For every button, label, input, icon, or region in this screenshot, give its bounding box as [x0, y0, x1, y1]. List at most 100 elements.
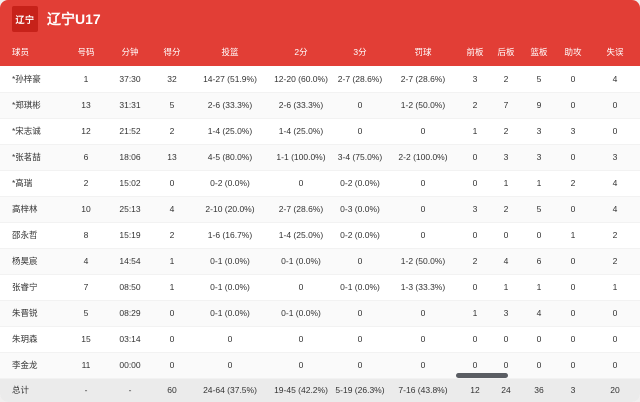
table-row: *高瑞 2 15:02 0 0-2 (0.0%) 0 0-2 (0.0%) 0 0 1 1 2 4	[0, 170, 640, 197]
player-rows: *孙梓豪 1 37:30 32 14-27 (51.9%) 12-20 (60.0%) 2-…	[0, 66, 640, 379]
stat-cell: 2	[490, 118, 522, 145]
column-header: 分钟	[108, 38, 152, 66]
stat-cell: 8	[64, 222, 108, 249]
stat-cell: 0	[386, 196, 460, 223]
stat-cell: 00:00	[108, 352, 152, 379]
stat-cell: 0	[268, 352, 334, 379]
stat-cell: 4	[522, 300, 556, 327]
stat-cell: 2-2 (100.0%)	[386, 144, 460, 171]
stat-cell: 1-1 (100.0%)	[268, 144, 334, 171]
stat-cell: 13	[152, 144, 192, 171]
stat-cell: 3	[590, 144, 640, 171]
player-name-cell: 总计	[0, 378, 64, 402]
stat-cell: 0-2 (0.0%)	[334, 170, 386, 197]
table-row: 张睿宁 7 08:50 1 0-1 (0.0%) 0 0-1 (0.0%) 1-3 (33.3…	[0, 274, 640, 301]
stat-cell: 4	[590, 196, 640, 223]
stat-cell: 1-4 (25.0%)	[192, 118, 268, 145]
stat-cell: 08:50	[108, 274, 152, 301]
player-name-cell: *郑琪彬	[0, 92, 64, 119]
stat-cell: 0	[268, 326, 334, 353]
player-name-cell: 杨昊宸	[0, 248, 64, 275]
stat-cell: 1	[490, 170, 522, 197]
stat-cell: 0-1 (0.0%)	[192, 248, 268, 275]
stat-cell: 3	[556, 118, 590, 145]
stat-cell: 14-27 (51.9%)	[192, 66, 268, 93]
player-stats-table: 球员 号码 分钟 得分 投篮 2分 3分 罚球 前板 后板 篮板 助攻 失误 *孙梓豪 1 37:30 32 1…	[0, 38, 640, 402]
stat-cell: 31:31	[108, 92, 152, 119]
stat-cell: 5	[522, 196, 556, 223]
column-header: 2分	[268, 38, 334, 66]
player-name-cell: *宋志诚	[0, 118, 64, 145]
stat-cell: 2	[460, 248, 490, 275]
stat-cell: 0	[590, 92, 640, 119]
stat-cell: 1	[556, 222, 590, 249]
stat-cell: 0	[386, 118, 460, 145]
stat-cell: 0	[192, 352, 268, 379]
stat-cell: 0-2 (0.0%)	[334, 222, 386, 249]
stat-cell: 3	[522, 144, 556, 171]
stat-cell: 0	[590, 352, 640, 379]
stat-cell: 0	[334, 300, 386, 327]
team-title: 辽宁U17	[47, 11, 101, 27]
table-row: *张茗喆 6 18:06 13 4-5 (80.0%) 1-1 (100.0%) 3-4 (…	[0, 144, 640, 171]
stat-cell: -	[64, 378, 108, 402]
column-header: 失误	[590, 38, 640, 66]
stat-cell: 0	[152, 326, 192, 353]
stat-cell: 6	[522, 248, 556, 275]
table-row: 邵永哲 8 15:19 2 1-6 (16.7%) 1-4 (25.0%) 0-2 (0.0…	[0, 222, 640, 249]
stat-cell: 3-4 (75.0%)	[334, 144, 386, 171]
stat-cell: 3	[460, 196, 490, 223]
stat-cell: 24-64 (37.5%)	[192, 378, 268, 402]
stat-cell: 4	[490, 248, 522, 275]
stat-cell: 0	[556, 248, 590, 275]
stat-cell: 0	[522, 326, 556, 353]
table-row: 朱晋锐 5 08:29 0 0-1 (0.0%) 0-1 (0.0%) 0 0 1 3 4 0 0	[0, 300, 640, 327]
stat-cell: 4	[590, 66, 640, 93]
stat-cell: 0	[334, 352, 386, 379]
stat-cell: 0	[334, 92, 386, 119]
stat-cell: 12-20 (60.0%)	[268, 66, 334, 93]
stat-cell: 0	[152, 352, 192, 379]
stat-cell: 25:13	[108, 196, 152, 223]
column-header: 得分	[152, 38, 192, 66]
stat-cell: 0	[590, 118, 640, 145]
stat-cell: 0	[334, 326, 386, 353]
stat-cell: 0	[556, 66, 590, 93]
stat-cell: 3	[556, 378, 590, 402]
stat-cell: 0-1 (0.0%)	[268, 300, 334, 327]
stat-cell: 1-6 (16.7%)	[192, 222, 268, 249]
player-name-cell: 张睿宁	[0, 274, 64, 301]
stat-cell: 2-6 (33.3%)	[192, 92, 268, 119]
stat-cell: 0	[556, 92, 590, 119]
stat-cell: 20	[590, 378, 640, 402]
stat-cell: 2-10 (20.0%)	[192, 196, 268, 223]
horizontal-scrollbar-thumb[interactable]	[456, 373, 508, 378]
stat-cell: 4	[64, 248, 108, 275]
stat-cell: 1-4 (25.0%)	[268, 118, 334, 145]
stat-cell: 1	[522, 274, 556, 301]
player-name-cell: 高梓林	[0, 196, 64, 223]
stat-cell: 2	[152, 118, 192, 145]
stat-cell: 2-7 (28.6%)	[334, 66, 386, 93]
stat-cell: 0	[556, 196, 590, 223]
stat-cell: 24	[490, 378, 522, 402]
stat-cell: 9	[522, 92, 556, 119]
stat-cell: 2	[590, 222, 640, 249]
stat-cell: 0	[386, 326, 460, 353]
stat-cell: 6	[64, 144, 108, 171]
stat-cell: 0	[460, 144, 490, 171]
table-row: *郑琪彬 13 31:31 5 2-6 (33.3%) 2-6 (33.3%) 0 1-2 (…	[0, 92, 640, 119]
stat-cell: 2-7 (28.6%)	[386, 66, 460, 93]
stat-cell: 12	[64, 118, 108, 145]
stat-cell: 0	[490, 326, 522, 353]
stat-cell: 0-1 (0.0%)	[192, 274, 268, 301]
column-header: 篮板	[522, 38, 556, 66]
stat-cell: 14:54	[108, 248, 152, 275]
column-header: 前板	[460, 38, 490, 66]
stat-cell: 13	[64, 92, 108, 119]
stat-cell: 32	[152, 66, 192, 93]
player-name-cell: *张茗喆	[0, 144, 64, 171]
stat-cell: 21:52	[108, 118, 152, 145]
stat-cell: 0	[460, 222, 490, 249]
stat-cell: 2	[590, 248, 640, 275]
